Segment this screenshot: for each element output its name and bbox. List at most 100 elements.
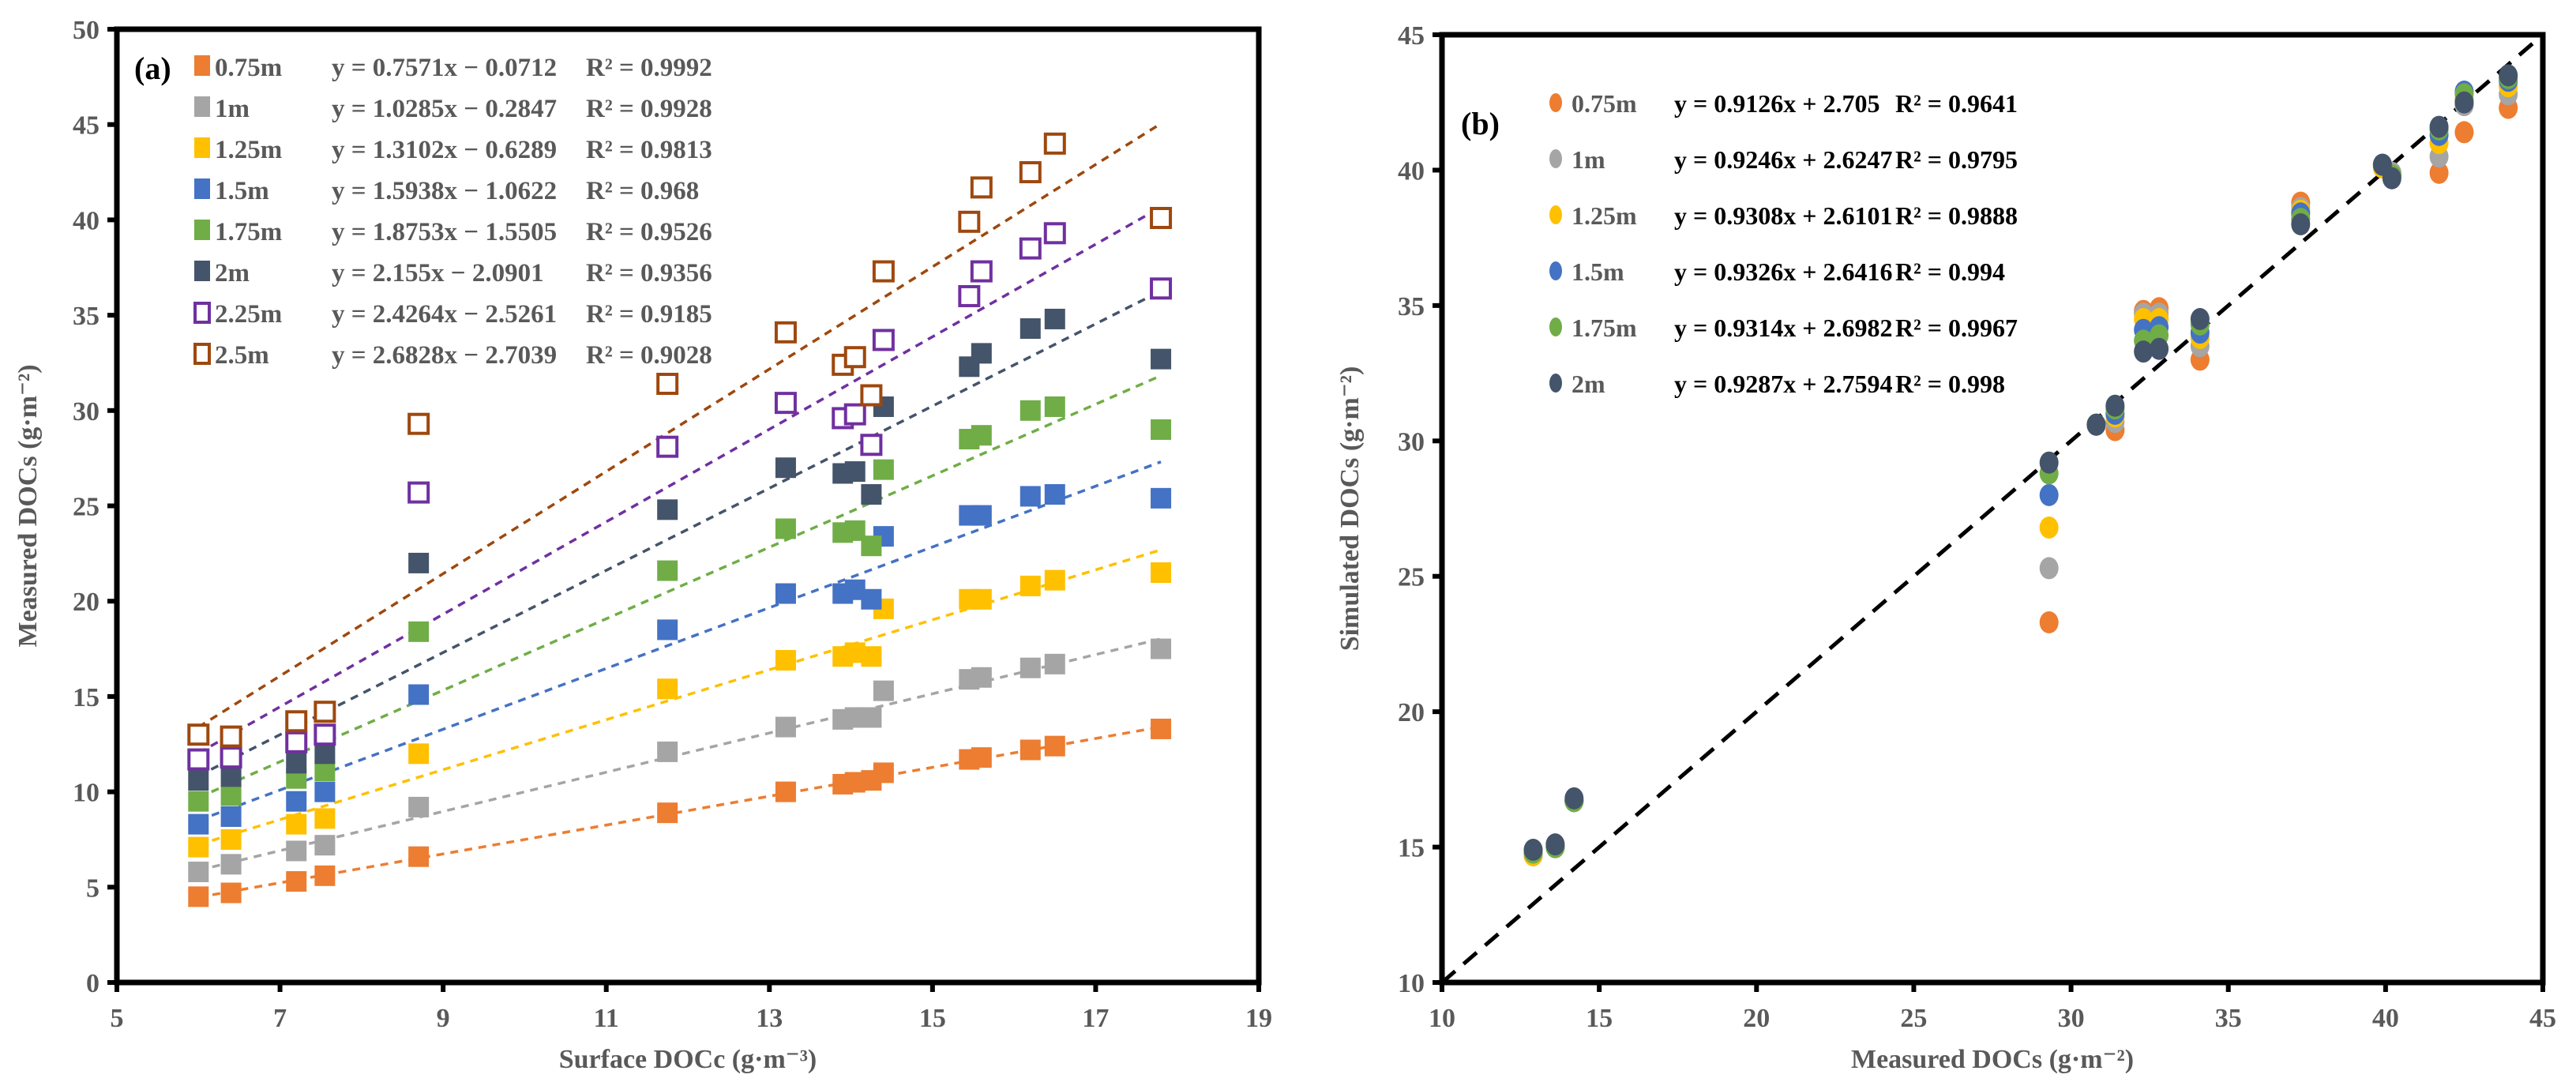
legend-equation: y = 1.5938x − 1.0622: [332, 177, 557, 205]
data-point-0.75m: [314, 865, 336, 886]
legend-label: 0.75m: [215, 54, 282, 82]
legend-equation: y = 0.9308x + 2.6101: [1674, 201, 1892, 230]
legend-equation: y = 2.6828x − 2.7039: [332, 341, 557, 370]
panel-label: (b): [1461, 106, 1500, 141]
legend-marker: [194, 55, 210, 76]
y-tick-label: 5: [86, 873, 100, 903]
data-point-2m: [657, 499, 678, 520]
data-point-1.5m: [1151, 487, 1172, 509]
data-point-2m: [2150, 337, 2169, 360]
y-tick-label: 40: [1398, 156, 1425, 186]
legend-entry-2m: 2m y = 2.155x − 2.0901 R² = 0.9356: [194, 259, 712, 287]
data-point-1.75m: [1020, 400, 1041, 421]
data-point-1.25m: [220, 828, 242, 850]
y-tick-label: 30: [73, 397, 100, 426]
data-point-2m: [861, 484, 882, 505]
data-point-1m: [220, 854, 242, 875]
legend-marker: [194, 261, 210, 281]
data-point-2m: [2291, 213, 2311, 235]
legend-entry-1.5m: 1.5m y = 1.5938x − 1.0622 R² = 0.968: [194, 177, 699, 205]
trendline-1m: [197, 637, 1162, 872]
y-tick-label: 20: [1398, 698, 1425, 727]
data-point-1.75m: [220, 785, 242, 806]
data-point-1.25m: [1020, 575, 1041, 596]
legend-r2: R² = 0.9967: [1895, 314, 2018, 342]
data-point-2m: [1523, 839, 1543, 861]
data-point-0.75m: [657, 802, 678, 824]
y-tick-label: 35: [73, 302, 100, 331]
x-tick-label: 35: [2215, 1004, 2242, 1033]
data-point-2.25m: [285, 731, 308, 753]
plot-frame: [1439, 32, 2546, 986]
legend-equation: y = 1.8753x − 1.5505: [332, 218, 557, 246]
data-point-1.75m: [1044, 396, 1065, 417]
legend-r2: R² = 0.9185: [586, 300, 712, 329]
data-point-1m: [873, 680, 894, 701]
legend-equation: y = 0.9326x + 2.6416: [1674, 257, 1892, 286]
legend-entry-1.75m: 1.75m y = 0.9314x + 2.6982 R² = 0.9967: [1549, 314, 2018, 342]
trendline-2.5m: [197, 122, 1162, 729]
data-point-0.75m: [873, 762, 894, 783]
data-point-1m: [286, 840, 307, 862]
legend-equation: y = 2.155x − 2.0901: [332, 259, 544, 287]
data-point-2.25m: [1043, 222, 1066, 245]
data-point-1m: [657, 741, 678, 762]
legend-entry-2.25m: 2.25m y = 2.4264x − 2.5261 R² = 0.9185: [193, 300, 712, 329]
data-point-2m: [408, 552, 430, 573]
data-point-2m: [844, 461, 866, 483]
data-point-1m: [1151, 638, 1172, 659]
data-point-0.75m: [188, 886, 209, 907]
legend-entry-1m: 1m y = 1.0285x − 0.2847 R² = 0.9928: [194, 95, 712, 123]
legend-label: 1m: [215, 95, 250, 123]
data-point-2m: [1020, 317, 1041, 339]
data-point-2m: [971, 343, 992, 364]
trendline-2.25m: [197, 205, 1162, 755]
legend-equation: y = 0.7571x − 0.0712: [332, 54, 557, 82]
data-point-1.75m: [1151, 419, 1172, 440]
data-point-1.25m: [657, 678, 678, 700]
data-point-2m: [2105, 394, 2125, 417]
data-point-2.25m: [220, 746, 242, 769]
legend-equation: y = 0.9246x + 2.6247: [1674, 145, 1892, 174]
x-tick-label: 20: [1743, 1004, 1770, 1033]
legend-label: 1m: [1572, 145, 1605, 174]
legend-r2: R² = 0.994: [1895, 257, 2005, 286]
data-point-1.5m: [220, 806, 242, 827]
data-point-1.75m: [873, 459, 894, 480]
x-tick-label: 15: [1586, 1004, 1613, 1033]
legend-label: 1.75m: [215, 218, 282, 246]
legend-label: 1.25m: [1572, 201, 1637, 230]
legend-r2: R² = 0.998: [1895, 370, 2005, 398]
data-point-2m: [775, 457, 796, 479]
data-point-0.75m: [1151, 718, 1172, 739]
legend-label: 1.5m: [215, 177, 269, 205]
data-point-2.25m: [860, 434, 883, 456]
data-point-0.75m: [220, 882, 242, 904]
legend-entry-0.75m: 0.75m y = 0.9126x + 2.705 R² = 0.9641: [1549, 89, 2018, 118]
data-point-1.25m: [188, 836, 209, 858]
legend-r2: R² = 0.9928: [586, 95, 712, 123]
y-tick-label: 15: [1398, 834, 1425, 863]
legend-marker: [194, 96, 210, 117]
plot-frame: [114, 26, 1262, 986]
y-tick-label: 10: [73, 779, 100, 808]
legend-marker: [1549, 149, 1562, 168]
data-point-1.25m: [1044, 569, 1065, 591]
legend-label: 1.5m: [1572, 257, 1624, 286]
legend-marker: [194, 220, 210, 240]
data-point-2m: [314, 743, 336, 765]
data-point-2m: [2086, 413, 2106, 436]
data-point-2.5m: [1019, 161, 1042, 184]
data-point-2.25m: [1019, 237, 1042, 260]
legend-equation: y = 1.0285x − 0.2847: [332, 95, 557, 123]
data-point-2.25m: [774, 392, 797, 415]
y-tick-label: 25: [1398, 563, 1425, 592]
data-point-2m: [2039, 451, 2059, 474]
data-point-0.75m: [286, 871, 307, 892]
data-point-0.75m: [2039, 611, 2059, 633]
data-point-1m: [188, 861, 209, 882]
x-tick-label: 10: [1429, 1004, 1455, 1033]
data-point-0.75m: [2429, 161, 2449, 184]
x-tick-label: 9: [437, 1004, 450, 1033]
